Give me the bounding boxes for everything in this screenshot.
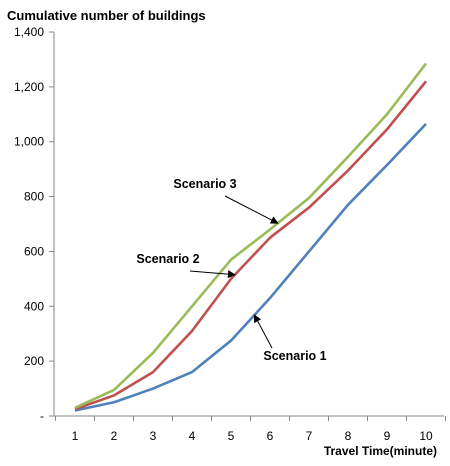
x-tick-label: 1: [72, 429, 79, 443]
annotation-arrow-scenario-1: [253, 314, 273, 349]
y-tick-label: 200: [24, 354, 44, 368]
y-tick-label: 400: [24, 299, 44, 313]
x-tick-label: 6: [267, 429, 274, 443]
series-line-scenario-3: [74, 62, 428, 409]
y-tick-label: 600: [24, 244, 44, 258]
x-axis-label: Travel Time(minute): [324, 444, 437, 458]
annotation-arrow-scenario-3: [224, 195, 279, 224]
y-tick-label: 800: [24, 190, 44, 204]
x-tick-label: 7: [306, 429, 313, 443]
x-tick-label: 2: [111, 429, 118, 443]
x-tick-label: 4: [189, 429, 196, 443]
y-tick-label: 1,200: [14, 80, 44, 94]
series-line-scenario-1: [74, 122, 427, 412]
x-tick-label: 5: [228, 429, 235, 443]
series-line-scenario-2: [74, 80, 428, 411]
annotation-label-scenario-1: Scenario 1: [263, 349, 326, 363]
annotation-label-scenario-3: Scenario 3: [173, 177, 236, 191]
x-tick-label: 3: [150, 429, 157, 443]
x-tick-label: 8: [345, 429, 352, 443]
x-tick-label: 10: [419, 429, 433, 443]
y-tick-label: -: [40, 409, 44, 423]
y-tick-label: 1,400: [14, 25, 44, 39]
x-tick-label: 9: [384, 429, 391, 443]
annotation-arrow-scenario-2: [189, 270, 236, 279]
annotation-label-scenario-2: Scenario 2: [136, 252, 199, 266]
y-tick-label: 1,000: [14, 135, 44, 149]
chart-title: Cumulative number of buildings: [7, 8, 206, 23]
